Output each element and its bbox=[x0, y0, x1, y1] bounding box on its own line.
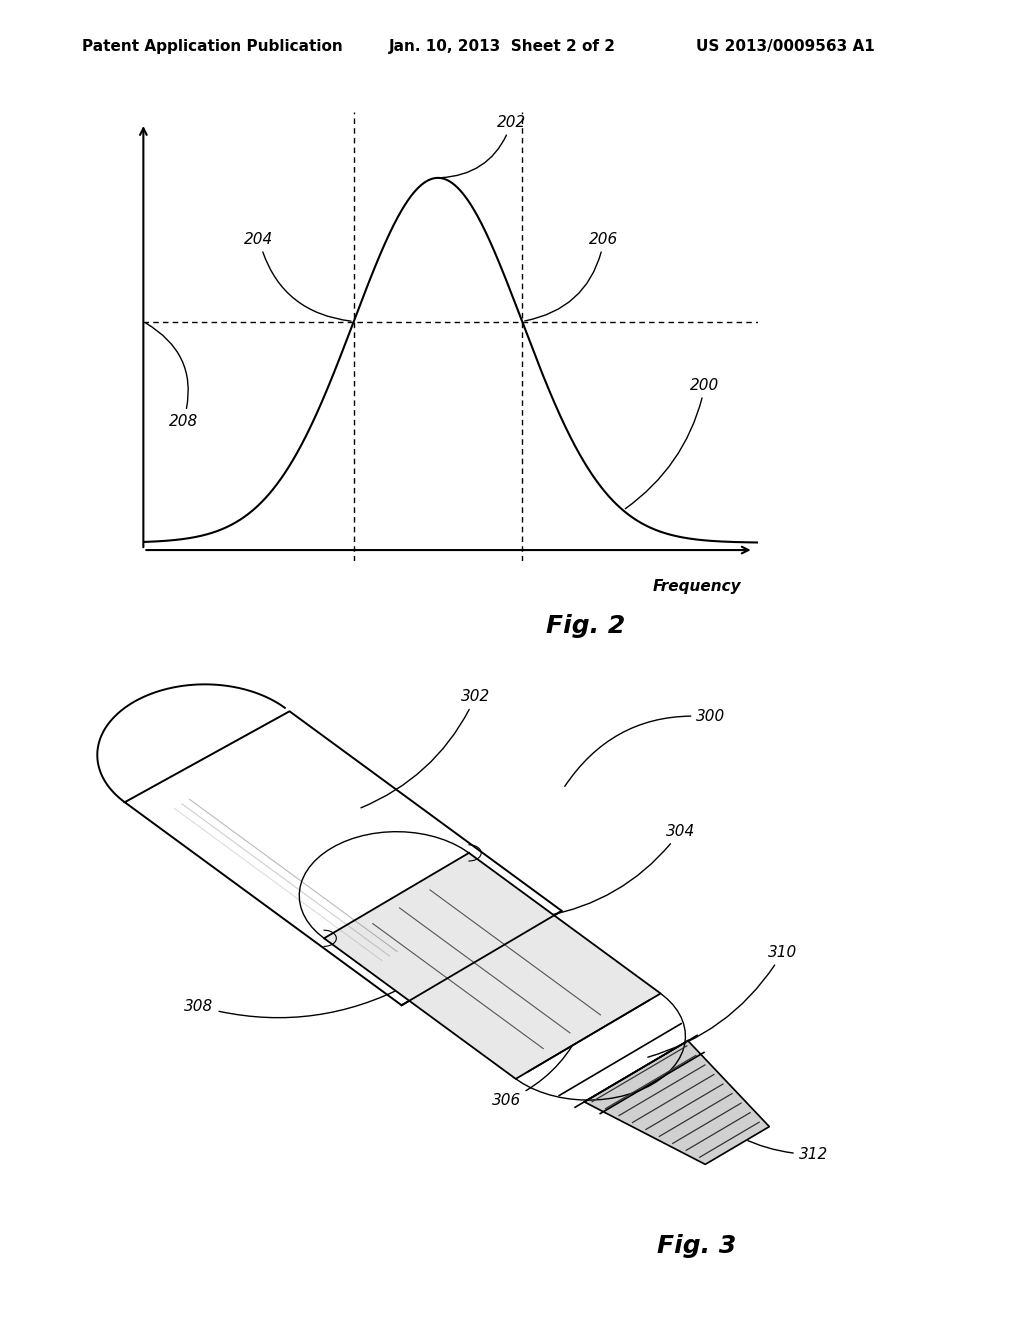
Text: Frequency: Frequency bbox=[652, 579, 741, 594]
Polygon shape bbox=[324, 853, 660, 1078]
Text: Fig. 3: Fig. 3 bbox=[656, 1234, 736, 1258]
Text: 302: 302 bbox=[361, 689, 490, 808]
Text: 300: 300 bbox=[564, 709, 726, 787]
Text: 204: 204 bbox=[245, 231, 351, 321]
Polygon shape bbox=[97, 684, 562, 1006]
Text: 308: 308 bbox=[184, 985, 408, 1018]
Text: US 2013/0009563 A1: US 2013/0009563 A1 bbox=[696, 38, 876, 54]
Text: 200: 200 bbox=[626, 378, 720, 508]
Text: Jan. 10, 2013  Sheet 2 of 2: Jan. 10, 2013 Sheet 2 of 2 bbox=[389, 38, 616, 54]
Polygon shape bbox=[585, 1040, 769, 1164]
Text: 208: 208 bbox=[145, 323, 198, 429]
Text: 310: 310 bbox=[648, 945, 798, 1057]
Text: 304: 304 bbox=[546, 824, 695, 916]
Text: 202: 202 bbox=[440, 115, 526, 178]
Text: Fig. 2: Fig. 2 bbox=[546, 614, 626, 638]
Text: Patent Application Publication: Patent Application Publication bbox=[82, 38, 343, 54]
Text: 306: 306 bbox=[492, 1027, 583, 1107]
Text: 206: 206 bbox=[525, 231, 618, 321]
Text: 312: 312 bbox=[698, 1107, 828, 1162]
